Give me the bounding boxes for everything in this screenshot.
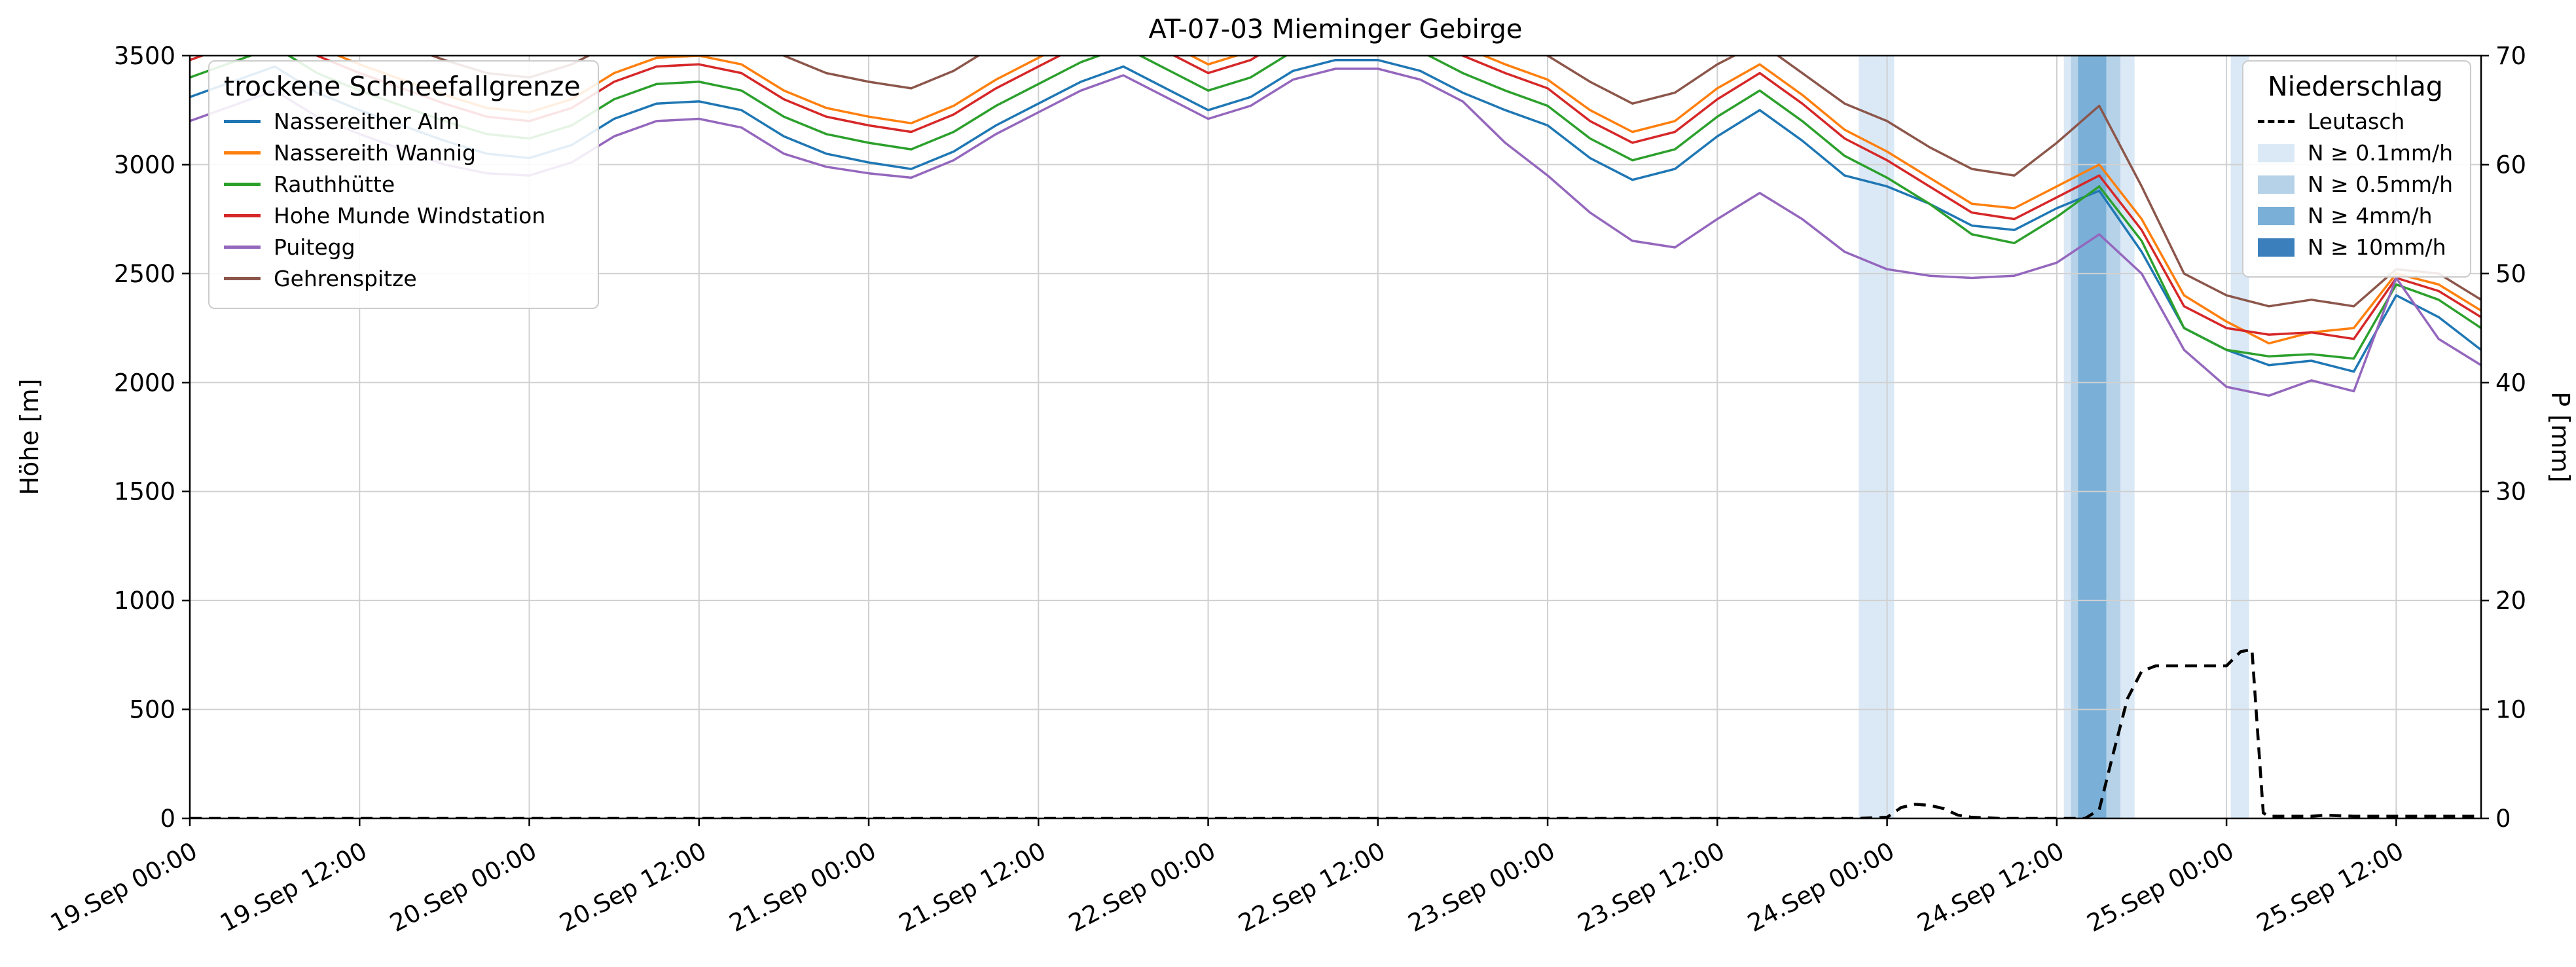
- x-tick-label: 24.Sep 00:00: [1743, 837, 1899, 938]
- precip-band: [1859, 56, 1895, 818]
- y-right-tick-label: 10: [2495, 696, 2526, 724]
- legend-item-band-1: N ≥ 0.5mm/h: [2257, 172, 2453, 197]
- legend-item-label: Leutasch: [2307, 109, 2405, 134]
- legend-line-swatch: [224, 277, 261, 280]
- legend-patch-swatch: [2257, 175, 2295, 194]
- x-tick-label: 20.Sep 12:00: [555, 837, 711, 938]
- legend-patch-swatch: [2257, 143, 2295, 162]
- x-tick-label: 25.Sep 12:00: [2252, 837, 2408, 938]
- legend-item-series-1: Nassereith Wannig: [224, 140, 581, 166]
- legend-line-swatch: [224, 183, 261, 186]
- legend-item-label: N ≥ 0.1mm/h: [2307, 140, 2453, 166]
- y-left-tick-label: 1500: [114, 478, 175, 506]
- legend-item-label: Puitegg: [274, 234, 355, 260]
- legend-item-label: Nassereith Wannig: [274, 140, 476, 166]
- y-right-tick-label: 40: [2495, 369, 2526, 397]
- y-left-tick-label: 2000: [114, 369, 175, 397]
- legend-item-label: N ≥ 4mm/h: [2307, 203, 2433, 228]
- x-tick-label: 25.Sep 00:00: [2082, 837, 2238, 938]
- legend-patch-swatch: [2257, 206, 2295, 225]
- legend-snowline-entries: Nassereither Alm Nassereith Wannig Rauthhü…: [224, 109, 581, 291]
- x-tick-label: 24.Sep 12:00: [1913, 837, 2069, 938]
- legend-line-swatch: [224, 246, 261, 249]
- y-left-tick-label: 1000: [114, 587, 175, 615]
- legend-item-series-5: Gehrenspitze: [224, 266, 581, 291]
- precip-line: [190, 648, 2481, 818]
- y-left-tick-label: 3000: [114, 151, 175, 179]
- legend-snowline-title: trockene Schneefallgrenze: [224, 71, 581, 102]
- legend-precip-title: Niederschlag: [2268, 71, 2443, 102]
- y-right-tick-label: 0: [2495, 805, 2511, 833]
- legend-item-series-4: Puitegg: [224, 234, 581, 260]
- y-right-axis-label: P [mm]: [2546, 392, 2575, 483]
- legend-item-series-2: Rauthhütte: [224, 172, 581, 197]
- x-tick-label: 21.Sep 12:00: [894, 837, 1050, 938]
- x-tick-label: 23.Sep 00:00: [1404, 837, 1559, 938]
- legend-line-swatch: [224, 151, 261, 155]
- x-tick-label: 22.Sep 00:00: [1064, 837, 1220, 938]
- x-tick-label: 19.Sep 00:00: [46, 837, 202, 938]
- legend-dashed-line-swatch: [2257, 120, 2295, 123]
- legend-precip-entries: Leutasch N ≥ 0.1mm/h N ≥ 0.5mm/h N ≥ 4mm/h N…: [2257, 109, 2453, 260]
- legend-line-swatch: [224, 214, 261, 217]
- precip-bands: [1859, 56, 2249, 818]
- x-tick-label: 22.Sep 12:00: [1234, 837, 1390, 938]
- plot-border: [189, 54, 2482, 820]
- y-right-tick-label: 60: [2495, 151, 2526, 179]
- legend-item-label: Gehrenspitze: [274, 266, 417, 291]
- y-left-tick-label: 0: [160, 805, 175, 833]
- legend-item-series-0: Nassereither Alm: [224, 109, 581, 134]
- legend-item-label: Rauthhütte: [274, 172, 395, 197]
- y-left-tick-label: 500: [129, 696, 175, 724]
- legend-item-band-3: N ≥ 10mm/h: [2257, 234, 2453, 260]
- x-tick-label: 19.Sep 12:00: [215, 837, 371, 938]
- legend-item-band-2: N ≥ 4mm/h: [2257, 203, 2453, 228]
- y-right-tick-label: 20: [2495, 587, 2526, 615]
- x-tick-label: 21.Sep 00:00: [725, 837, 880, 938]
- legend-item-label: N ≥ 10mm/h: [2307, 234, 2446, 260]
- y-right-tick-label: 50: [2495, 260, 2526, 288]
- chart-title: AT-07-03 Mieminger Gebirge: [1148, 14, 1522, 45]
- x-tick-label: 20.Sep 00:00: [385, 837, 541, 938]
- legend-item-label: Hohe Munde Windstation: [274, 203, 546, 228]
- legend-precip: Niederschlag Leutasch N ≥ 0.1mm/h N ≥ 0.5m…: [2241, 60, 2471, 278]
- legend-item-series-3: Hohe Munde Windstation: [224, 203, 581, 228]
- y-right-tick-label: 70: [2495, 42, 2526, 70]
- legend-item-band-0: N ≥ 0.1mm/h: [2257, 140, 2453, 166]
- legend-item-label: Nassereither Alm: [274, 109, 460, 134]
- legend-item-label: N ≥ 0.5mm/h: [2307, 172, 2453, 197]
- legend-snowline: trockene Schneefallgrenze Nassereither A…: [208, 60, 599, 309]
- legend-line-swatch: [224, 120, 261, 123]
- y-right-tick-label: 30: [2495, 478, 2526, 506]
- legend-patch-swatch: [2257, 238, 2295, 257]
- y-left-tick-label: 3500: [114, 42, 175, 70]
- legend-item-leutasch: Leutasch: [2257, 109, 2453, 134]
- y-left-axis-label: Höhe [m]: [15, 378, 44, 495]
- x-tick-label: 23.Sep 12:00: [1573, 837, 1729, 938]
- y-left-tick-label: 2500: [114, 260, 175, 288]
